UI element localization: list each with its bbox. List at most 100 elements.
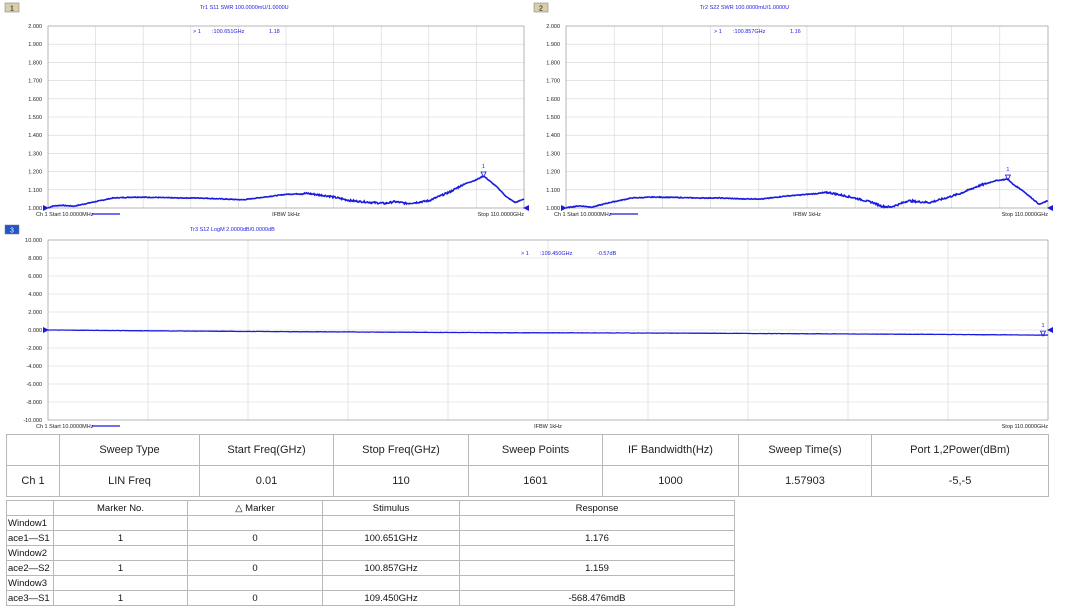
marker-label: 1	[1006, 167, 1009, 173]
vna-charts: 1 Tr1 S11 SWR 100.0000mU/1.0000U 2.000 1.90…	[4, 2, 1053, 430]
y-tick-label: -8.000	[26, 400, 42, 406]
marker-row-label: Window1	[6, 515, 54, 531]
reference-arrow-right	[523, 205, 529, 211]
setup-header-cell: IF Bandwidth(Hz)	[602, 434, 739, 466]
marker-header-cell	[6, 500, 54, 516]
footer-stop: Stop 110.0000GHz	[1002, 424, 1049, 430]
marker-row-label: Window3	[6, 575, 54, 591]
marker-cell: 0	[187, 590, 323, 606]
marker-table: Marker No. △ Marker Stimulus Response Wi…	[6, 500, 735, 606]
y-tick-label: 1.300	[546, 151, 560, 157]
reference-arrow-left	[43, 205, 49, 211]
data-trace	[565, 177, 1049, 209]
marker-cell	[53, 545, 188, 561]
window-badge	[4, 224, 20, 235]
y-tick-label: 1.200	[28, 170, 42, 176]
y-tick-label: 2.000	[28, 24, 42, 30]
y-tick-label: 1.700	[546, 79, 560, 85]
y-tick-label: -4.000	[26, 364, 42, 370]
trace-title: Tr2 S22 SWR 100.0000mU/1.0000U	[700, 5, 789, 11]
window-badge-label: 2	[539, 6, 543, 13]
setup-cell: 1000	[602, 465, 739, 497]
marker-cell	[53, 575, 188, 591]
marker-cell	[322, 515, 460, 531]
marker-header-cell: Response	[459, 500, 735, 516]
y-tick-label: 1.800	[546, 60, 560, 66]
marker-symbol	[480, 171, 487, 178]
marker-readout-stimulus: :109.450GHz	[540, 251, 573, 257]
marker-row: Window1	[6, 515, 735, 531]
marker-cell: 1	[53, 560, 188, 576]
marker-cell	[459, 545, 735, 561]
y-tick-label: 1.400	[546, 133, 560, 139]
setup-header-cell: Sweep Type	[59, 434, 200, 466]
marker-cell	[322, 545, 460, 561]
marker-cell	[187, 575, 323, 591]
marker-row-label: ace2—S2	[6, 560, 54, 576]
marker-cell: 1.176	[459, 530, 735, 546]
trace-title: Tr3 S12 LogM 2.0000dB/0.0000dB	[190, 227, 275, 233]
setup-cell: LIN Freq	[59, 465, 200, 497]
marker-cell	[187, 515, 323, 531]
marker-readout-id: > 1	[714, 29, 722, 35]
y-tick-label: -6.000	[26, 382, 42, 388]
marker-cell: 0	[187, 530, 323, 546]
footer-ifbw: IFBW 1kHz	[793, 212, 821, 218]
y-tick-label: -2.000	[26, 346, 42, 352]
marker-header-cell: △ Marker	[187, 500, 323, 516]
marker-header-row: Marker No. △ Marker Stimulus Response	[6, 500, 735, 516]
window-badge-label: 1	[10, 6, 14, 13]
marker-cell: 1	[53, 590, 188, 606]
plot-frame	[565, 25, 1049, 209]
reference-arrow-left	[43, 327, 49, 333]
marker-cell: 100.857GHz	[322, 560, 460, 576]
y-tick-label: 1.000	[28, 206, 42, 212]
footer-start: Ch 1 Start 10.0000MHz	[36, 424, 94, 430]
footer-start: Ch 1 Start 10.0000MHz	[554, 212, 612, 218]
setup-cell: 1.57903	[738, 465, 872, 497]
setup-cell: 1601	[468, 465, 603, 497]
marker-cell	[187, 545, 323, 561]
y-tick-label: 1.900	[28, 42, 42, 48]
marker-cell: 0	[187, 560, 323, 576]
setup-header-cell: Sweep Time(s)	[738, 434, 872, 466]
marker-symbol	[1004, 174, 1012, 181]
marker-row: ace3—S1 1 0 109.450GHz -568.476mdB	[6, 590, 735, 606]
y-tick-label: 1.000	[546, 206, 560, 212]
footer-stop: Stop 110.0000GHz	[1002, 212, 1049, 218]
setup-header-cell: Port 1,2Power(dBm)	[871, 434, 1049, 466]
marker-cell	[322, 575, 460, 591]
plot-frame	[47, 25, 525, 209]
setup-cell: Ch 1	[6, 465, 60, 497]
footer-ifbw: IFBW 1kHz	[534, 424, 562, 430]
y-tick-label: 1.500	[546, 115, 560, 121]
marker-label: 1	[1041, 323, 1044, 329]
y-tick-label: 4.000	[28, 292, 42, 298]
marker-readout-response: 1.16	[790, 29, 801, 35]
marker-label: 1	[482, 164, 485, 170]
marker-cell: 109.450GHz	[322, 590, 460, 606]
marker-cell: 1.159	[459, 560, 735, 576]
marker-symbol	[1039, 330, 1047, 338]
footer-ifbw: IFBW 1kHz	[272, 212, 300, 218]
y-tick-label: 10.000	[25, 238, 42, 244]
window-badge-label: 3	[10, 228, 14, 235]
setup-header-cell: Stop Freq(GHz)	[333, 434, 469, 466]
sweep-setup-table: Sweep Type Start Freq(GHz) Stop Freq(GHz…	[6, 434, 1049, 497]
marker-row-label: ace1—S1	[6, 530, 54, 546]
y-tick-label: 2.000	[546, 24, 560, 30]
window-badge	[533, 2, 549, 13]
marker-row-label: Window2	[6, 545, 54, 561]
footer-stop: Stop 110.0000GHz	[478, 212, 525, 218]
y-tick-label: 1.800	[28, 60, 42, 66]
setup-header-row: Sweep Type Start Freq(GHz) Stop Freq(GHz…	[6, 434, 1049, 466]
setup-header-cell: Start Freq(GHz)	[199, 434, 334, 466]
marker-readout-response: -0.57dB	[597, 251, 617, 257]
marker-row: ace1—S1 1 0 100.651GHz 1.176	[6, 530, 735, 546]
y-tick-label: 1.500	[28, 115, 42, 121]
marker-cell: 100.651GHz	[322, 530, 460, 546]
reference-arrow-right	[1047, 205, 1053, 211]
marker-cell	[53, 515, 188, 531]
setup-cell: 110	[333, 465, 469, 497]
setup-header-cell: Sweep Points	[468, 434, 603, 466]
